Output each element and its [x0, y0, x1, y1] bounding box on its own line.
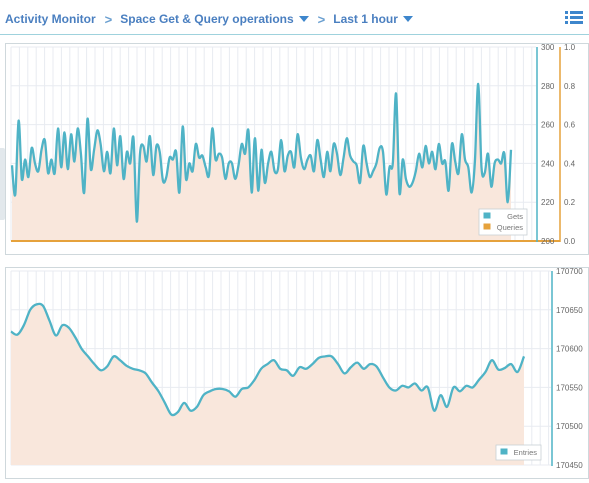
breadcrumb-activity-monitor[interactable]: Activity Monitor [5, 12, 96, 26]
header-bar: Activity Monitor > Space Get & Query ope… [0, 0, 589, 35]
right-axis-tick-label: 0.4 [564, 159, 576, 168]
left-axis-tick-label: 260 [541, 121, 555, 130]
chevron-down-icon[interactable] [298, 16, 309, 22]
breadcrumb-separator-1: > [104, 11, 113, 27]
left-axis-tick-label: 280 [541, 82, 555, 91]
panel-resize-handle[interactable] [0, 148, 5, 220]
entries-area [11, 303, 524, 465]
right-axis-tick-label: 0.8 [564, 82, 576, 91]
legend: Entries [495, 444, 542, 461]
breadcrumb: Activity Monitor > Space Get & Query ope… [5, 11, 413, 27]
left-axis-tick-label: 300 [541, 44, 555, 52]
breadcrumb-separator-2: > [317, 11, 326, 27]
right-axis-tick-label: 1.0 [564, 44, 576, 52]
right-axis-tick-label: 170600 [556, 345, 583, 354]
right-axis-tick-label: 170500 [556, 422, 583, 431]
right-axis-tick-label: 170550 [556, 383, 583, 392]
right-axis-tick-label: 0.0 [564, 237, 576, 246]
chevron-down-icon[interactable] [402, 16, 413, 22]
right-axis-tick-label: 0.6 [564, 121, 576, 130]
legend-swatch [499, 447, 509, 456]
legend: Gets Queries [478, 208, 528, 236]
right-axis-tick-label: 170650 [556, 306, 583, 315]
breadcrumb-space-operations[interactable]: Space Get & Query operations [120, 12, 294, 26]
legend-swatch [482, 211, 492, 220]
gets-queries-chart: 300 280 260 240 220 200 1.0 0.8 0.6 0.4 0.2 0.0 Gets… [10, 43, 576, 246]
left-axis-tick-label: 240 [541, 159, 555, 168]
gets-series-line [10, 82, 513, 223]
right-axis-tick-label: 0.2 [564, 198, 576, 207]
gets-queries-chart-panel: 300 280 260 240 220 200 1.0 0.8 0.6 0.4 0.2 0.0 Gets… [5, 43, 589, 255]
legend-label: Gets [507, 212, 523, 221]
entries-chart: 170700 170650 170600 170550 170500 170450 Entr… [10, 267, 583, 470]
entries-chart-panel: 170700 170650 170600 170550 170500 170450 Entr… [5, 267, 589, 479]
entries-series-line [10, 302, 526, 417]
legend-label: Entries [514, 448, 538, 457]
right-axis-tick-label: 170700 [556, 268, 583, 276]
left-axis-tick-label: 220 [541, 198, 555, 207]
left-axis-tick-label: 200 [541, 237, 555, 246]
gets-area [12, 83, 511, 241]
list-icon[interactable] [565, 10, 583, 25]
legend-label: Queries [497, 223, 524, 232]
breadcrumb-time-range[interactable]: Last 1 hour [333, 12, 398, 26]
right-axis-tick-label: 170450 [556, 461, 583, 470]
legend-swatch [482, 222, 492, 231]
